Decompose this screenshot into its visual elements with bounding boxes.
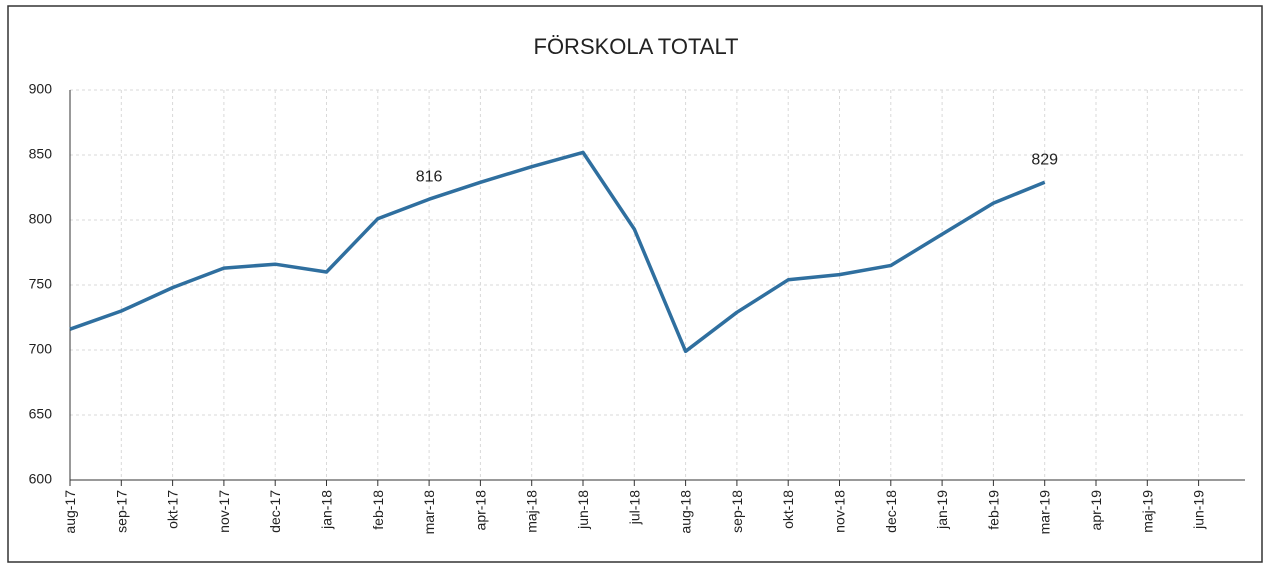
line-series (69, 150, 1046, 354)
chart-title: FÖRSKOLA TOTALT (534, 34, 739, 59)
x-tick-label: nov-17 (216, 490, 232, 533)
x-tick-label: okt-17 (165, 490, 181, 529)
y-tick-label: 700 (29, 341, 53, 357)
x-tick-label: nov-18 (832, 490, 848, 533)
y-tick-label: 800 (29, 211, 53, 227)
x-tick-label: aug-17 (62, 490, 78, 534)
x-tick-label: apr-19 (1088, 490, 1104, 531)
x-tick-label: jan-19 (934, 490, 950, 530)
x-tick-label: okt-18 (780, 490, 796, 529)
x-tick-label: feb-19 (985, 490, 1001, 530)
x-tick-label: maj-19 (1139, 490, 1155, 533)
x-tick-label: dec-17 (267, 490, 283, 533)
x-tick-label: jun-18 (575, 490, 591, 530)
x-tick-label: dec-18 (883, 490, 899, 533)
data-label: 816 (416, 168, 443, 185)
y-tick-label: 750 (29, 276, 53, 292)
data-label: 829 (1031, 152, 1058, 169)
x-tick-label: jul-18 (626, 490, 642, 525)
chart-border (7, 5, 1263, 563)
x-tick-label: jun-19 (1191, 490, 1207, 530)
y-tick-label: 900 (29, 81, 53, 97)
x-tick-label: sep-18 (729, 490, 745, 533)
x-tick-label: feb-18 (370, 490, 386, 530)
x-tick-label: maj-18 (524, 490, 540, 533)
y-tick-label: 650 (29, 406, 53, 422)
y-tick-label: 600 (29, 471, 53, 487)
x-tick-label: mar-18 (421, 490, 437, 535)
x-tick-label: jan-18 (319, 490, 335, 530)
x-tick-label: aug-18 (678, 490, 694, 534)
y-tick-label: 850 (29, 146, 53, 162)
x-tick-label: mar-19 (1037, 490, 1053, 535)
x-tick-label: apr-18 (472, 490, 488, 531)
x-tick-label: sep-17 (113, 490, 129, 533)
